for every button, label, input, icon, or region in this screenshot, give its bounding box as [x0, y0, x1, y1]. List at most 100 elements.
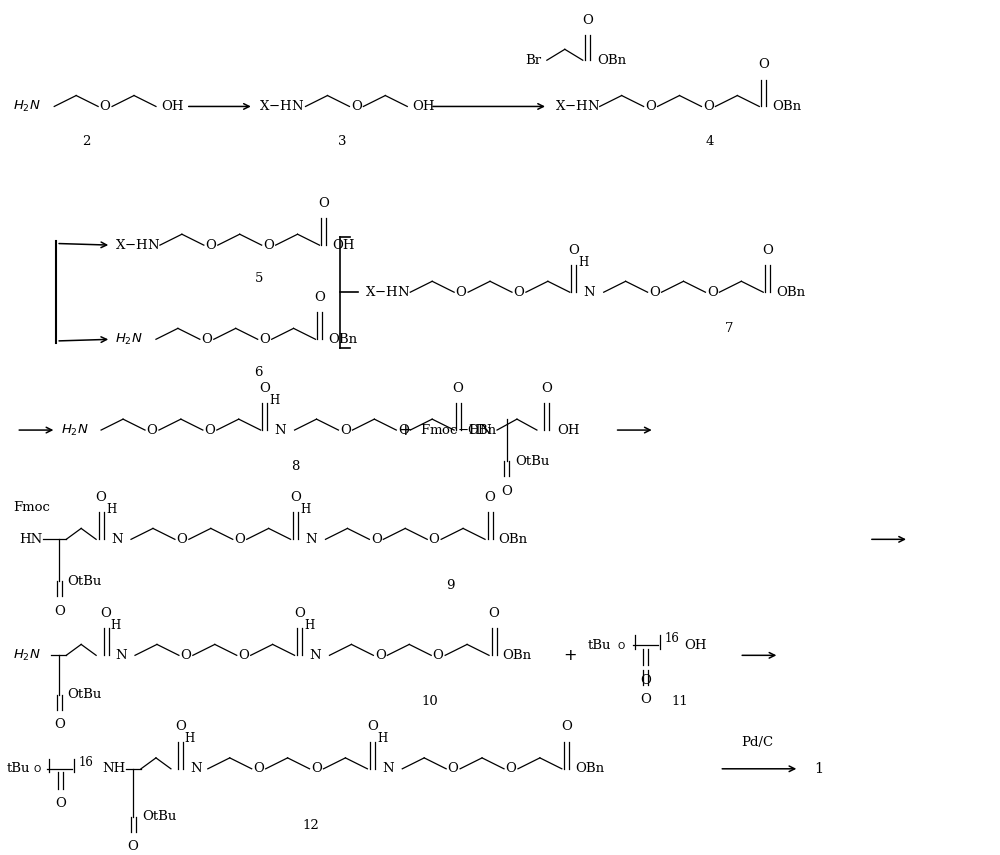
Text: O: O	[290, 491, 301, 504]
Text: O: O	[351, 100, 362, 113]
Text: Br: Br	[525, 54, 541, 67]
Text: O: O	[311, 763, 322, 775]
Text: tBu: tBu	[6, 763, 30, 775]
Text: O: O	[398, 423, 409, 437]
Text: O: O	[128, 840, 138, 853]
Text: 1: 1	[814, 762, 823, 775]
Text: O: O	[314, 291, 325, 304]
Text: 11: 11	[671, 695, 688, 708]
Text: N: N	[111, 533, 123, 545]
Text: O: O	[489, 607, 499, 620]
Text: N: N	[115, 649, 127, 662]
Text: $+$: $+$	[563, 647, 577, 663]
Text: 7: 7	[725, 321, 734, 335]
Text: 6: 6	[254, 367, 263, 380]
Text: OBn: OBn	[467, 423, 496, 437]
Text: O: O	[96, 491, 107, 504]
Text: O: O	[502, 485, 512, 498]
Text: O: O	[318, 197, 329, 209]
Text: H: H	[300, 503, 311, 516]
Text: O: O	[375, 649, 386, 662]
Text: N: N	[310, 649, 321, 662]
Text: $H_2N$: $H_2N$	[13, 99, 41, 114]
Text: OBn: OBn	[598, 54, 627, 67]
Text: O: O	[205, 239, 216, 251]
Text: X$-$HN: X$-$HN	[115, 239, 160, 252]
Text: OH: OH	[557, 423, 579, 437]
Text: N: N	[190, 763, 201, 775]
Text: H: H	[110, 619, 120, 632]
Text: H: H	[106, 503, 116, 516]
Text: 16: 16	[78, 756, 93, 769]
Text: O: O	[758, 58, 769, 71]
Text: O: O	[541, 382, 552, 395]
Text: O: O	[453, 382, 464, 395]
Text: O: O	[703, 100, 714, 113]
Text: X$-$HN: X$-$HN	[365, 286, 411, 299]
Text: O: O	[180, 649, 191, 662]
Text: O: O	[762, 244, 773, 256]
Text: H: H	[185, 732, 195, 746]
Text: OtBu: OtBu	[67, 575, 102, 588]
Text: H: H	[270, 393, 280, 406]
Text: 12: 12	[302, 818, 319, 832]
Text: OBn: OBn	[502, 649, 531, 662]
Text: O: O	[640, 693, 651, 706]
Text: O: O	[448, 763, 459, 775]
Text: O: O	[649, 286, 660, 298]
Text: O: O	[433, 649, 444, 662]
Text: N: N	[584, 286, 595, 298]
Text: OtBu: OtBu	[515, 455, 549, 468]
Text: O: O	[371, 533, 382, 545]
Text: O: O	[238, 649, 249, 662]
Text: O: O	[55, 798, 66, 811]
Text: 8: 8	[291, 460, 300, 473]
Text: O: O	[485, 491, 495, 504]
Text: 4: 4	[705, 135, 714, 148]
Text: O: O	[456, 286, 467, 298]
Text: H: H	[304, 619, 315, 632]
Text: OtBu: OtBu	[142, 811, 176, 823]
Text: O: O	[568, 244, 579, 256]
Text: O: O	[201, 333, 212, 345]
Text: $+$: $+$	[398, 422, 412, 439]
Text: O: O	[263, 239, 274, 251]
Text: O: O	[100, 100, 111, 113]
Text: OH: OH	[412, 100, 435, 113]
Text: O: O	[429, 533, 440, 545]
Text: $H_2N$: $H_2N$	[61, 422, 89, 438]
Text: O: O	[645, 100, 656, 113]
Text: O: O	[54, 604, 65, 618]
Text: $_{\rm O}$: $_{\rm O}$	[617, 639, 626, 652]
Text: O: O	[253, 763, 264, 775]
Text: 10: 10	[422, 695, 439, 708]
Text: O: O	[204, 423, 215, 437]
Text: Fmoc: Fmoc	[13, 501, 50, 514]
Text: O: O	[54, 718, 65, 731]
Text: OBn: OBn	[575, 763, 604, 775]
Text: X$-$HN: X$-$HN	[555, 99, 600, 114]
Text: $H_2N$: $H_2N$	[115, 332, 143, 347]
Text: 16: 16	[665, 632, 679, 645]
Text: O: O	[367, 721, 378, 734]
Text: Pd/C: Pd/C	[741, 736, 773, 750]
Text: H: H	[377, 732, 387, 746]
Text: O: O	[506, 763, 516, 775]
Text: N: N	[306, 533, 317, 545]
Text: O: O	[340, 423, 351, 437]
Text: HN: HN	[19, 533, 43, 545]
Text: OBn: OBn	[498, 533, 527, 545]
Text: $_{\rm O}$: $_{\rm O}$	[33, 763, 42, 775]
Text: O: O	[147, 423, 157, 437]
Text: OH: OH	[684, 639, 707, 652]
Text: NH: NH	[102, 763, 125, 775]
Text: OBn: OBn	[776, 286, 805, 298]
Text: O: O	[514, 286, 524, 298]
Text: X$-$HN: X$-$HN	[259, 99, 304, 114]
Text: N: N	[275, 423, 286, 437]
Text: O: O	[561, 721, 572, 734]
Text: O: O	[640, 674, 651, 687]
Text: tBu: tBu	[588, 639, 611, 652]
Text: O: O	[582, 14, 593, 27]
Text: H: H	[579, 256, 589, 268]
